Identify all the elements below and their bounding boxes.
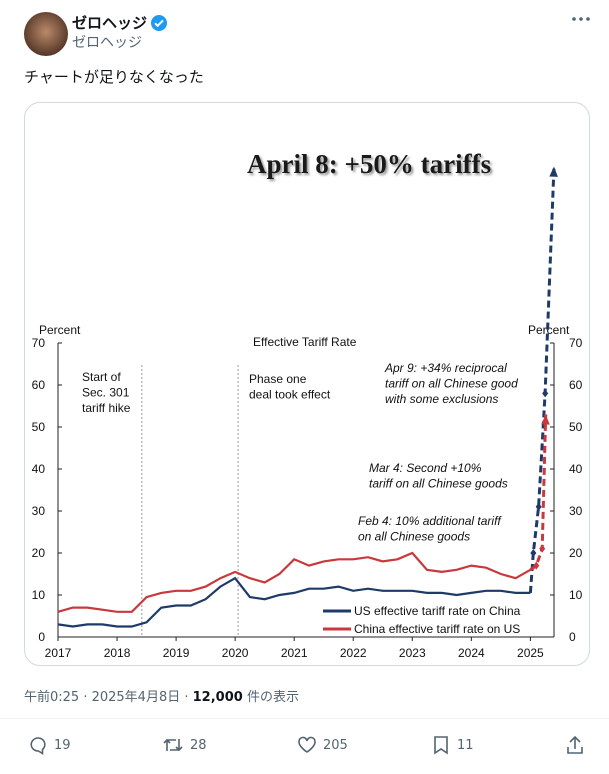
annotation: Mar 4: Second +10%: [369, 461, 482, 475]
y2-tick-label: 60: [569, 378, 583, 392]
annotation: deal took effect: [249, 388, 331, 402]
reply-icon: [30, 737, 46, 755]
x-tick-label: 2018: [104, 646, 131, 660]
retweet-button[interactable]: 28: [162, 735, 207, 755]
avatar[interactable]: [24, 12, 68, 56]
x-tick-label: 2019: [163, 646, 190, 660]
display-name[interactable]: ゼロヘッジ: [72, 14, 148, 32]
annotation: Sec. 301: [82, 386, 130, 400]
y-tick-label: 20: [32, 546, 46, 560]
chart: 0 10 20 30 40 50 60 70 0 10 20 30 40 50 60 70 2017 2018 20…: [32, 149, 583, 660]
chart-title: Effective Tariff Rate: [253, 335, 357, 349]
verified-badge: [151, 15, 167, 31]
handle[interactable]: ゼロヘッジ: [72, 35, 142, 51]
y2-tick-label: 70: [569, 336, 583, 350]
y-tick-label: 50: [32, 420, 46, 434]
y2-tick-label: 30: [569, 504, 583, 518]
media-card[interactable]: 0 10 20 30 40 50 60 70 0 10 20 30 40 50 60 70 2017 2018 20…: [24, 102, 590, 666]
dashed-line: [529, 414, 548, 572]
retweet-count: 28: [190, 737, 207, 753]
annotation: Phase one: [249, 372, 307, 386]
diamond-marker: [530, 549, 537, 557]
diamond-marker: [542, 389, 549, 398]
x-tick-label: 2024: [458, 646, 485, 660]
y2-axis-label: Percent: [528, 323, 570, 337]
line: [57, 551, 531, 613]
y2-tick-label: 50: [569, 420, 583, 434]
views-label: 件の表示: [246, 690, 299, 705]
dashed-line: [528, 166, 556, 594]
annotation: on all Chinese goods: [358, 530, 470, 544]
views: 12,000: [192, 690, 243, 705]
diamond-marker: [533, 561, 540, 570]
bookmark-button[interactable]: 11: [431, 735, 474, 755]
y-tick-label: 0: [38, 630, 45, 644]
x-tick-label: 2025: [517, 646, 544, 660]
like-icon: [298, 736, 316, 753]
y2-tick-label: 10: [569, 588, 583, 602]
x-tick-label: 2017: [45, 646, 72, 660]
y-tick-label: 40: [32, 462, 46, 476]
x-tick-label: 2021: [281, 646, 308, 660]
retweet-icon: [163, 738, 183, 752]
like-count: 205: [323, 737, 348, 753]
diamond-marker: [535, 502, 542, 511]
annotation: Feb 4: 10% additional tariff: [358, 514, 502, 528]
line: [57, 576, 531, 628]
annotation: tariff on all Chinese good: [385, 377, 518, 391]
y-tick-label: 70: [32, 336, 46, 350]
legend-label: US effective tariff rate on China: [354, 604, 521, 618]
headline: April 8: +50% tariffs: [247, 149, 491, 179]
y2-tick-label: 0: [569, 630, 576, 644]
meta: 午前0:25 · 2025年4月8日 · 12,000 件の表示: [24, 686, 299, 705]
separator: ·: [184, 690, 189, 705]
annotation: tariff on all Chinese goods: [369, 477, 508, 491]
divider: [0, 718, 609, 719]
y-axis-label: Percent: [39, 323, 81, 337]
y2-tick-label: 20: [569, 546, 583, 560]
annotation: tariff hike: [82, 401, 131, 415]
annotation: with some exclusions: [385, 392, 498, 406]
more-button[interactable]: [570, 14, 592, 24]
like-button[interactable]: 205: [297, 735, 348, 755]
annotation: Start of: [82, 370, 121, 384]
x-tick-label: 2020: [222, 646, 249, 660]
reply-button[interactable]: 19: [28, 735, 71, 755]
tweet-text: チャートが足りなくなった: [24, 68, 204, 86]
arrow-head: [541, 414, 550, 425]
y-tick-label: 30: [32, 504, 46, 518]
x-tick-label: 2022: [340, 646, 367, 660]
reply-count: 19: [54, 737, 71, 753]
legend-label: China effective tariff rate on US: [354, 622, 520, 636]
y2-tick-label: 40: [569, 462, 583, 476]
arrow-head: [549, 166, 558, 177]
diamond-marker: [539, 544, 546, 553]
x-tick-label: 2023: [399, 646, 426, 660]
bookmark-icon: [434, 736, 448, 755]
annotation: Apr 9: +34% reciprocal: [384, 361, 507, 375]
bookmark-count: 11: [457, 737, 474, 753]
y-tick-label: 10: [32, 588, 46, 602]
y-tick-label: 60: [32, 378, 46, 392]
timestamp[interactable]: 午前0:25 · 2025年4月8日: [24, 690, 181, 705]
share-button[interactable]: [565, 735, 585, 755]
